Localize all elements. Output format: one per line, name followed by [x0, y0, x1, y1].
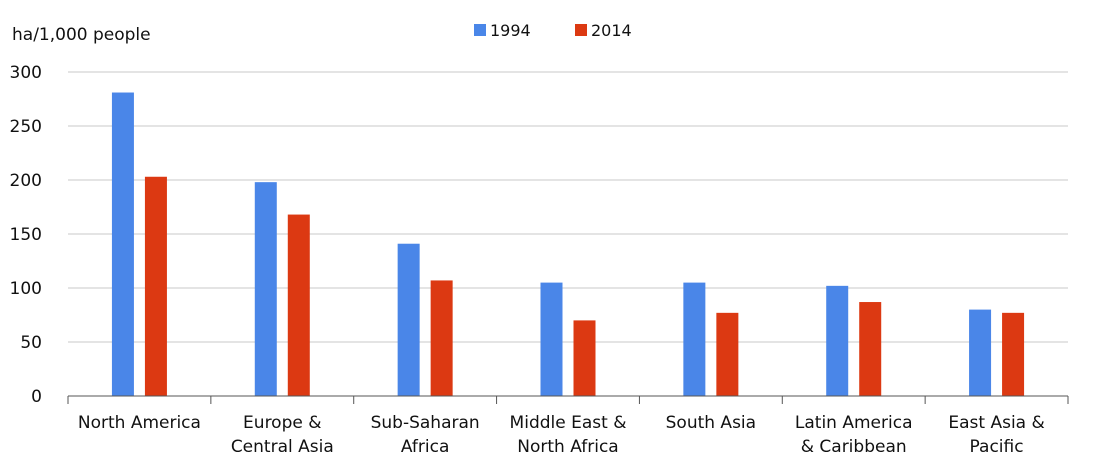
x-category-label: North America [78, 413, 201, 433]
bar-1994-3 [540, 282, 563, 396]
y-tick-label: 250 [10, 117, 42, 137]
bar-2014-6 [1002, 312, 1025, 396]
x-axis-category-labels: North America Europe & Central Asia Sub-Sah… [78, 413, 1045, 457]
bar-1994-1 [254, 182, 277, 396]
y-tick-label: 150 [10, 225, 42, 245]
bar-1994-2 [397, 243, 420, 396]
x-category-label: Latin America & Caribbean [795, 413, 913, 457]
y-tick-label: 0 [31, 387, 42, 407]
legend-swatch [575, 24, 587, 36]
x-category-label: East Asia & Pacific [948, 413, 1044, 457]
y-axis-unit-label: ha/1,000 people [12, 25, 151, 45]
bar-2014-4 [716, 312, 739, 396]
x-category-label: South Asia [666, 413, 756, 433]
x-category-label: Europe & Central Asia [231, 413, 334, 457]
bar-2014-1 [287, 214, 310, 396]
bar-1994-4 [683, 282, 706, 396]
bar-1994-5 [826, 285, 849, 396]
x-category-label: Sub-Saharan Africa [371, 413, 480, 457]
bar-2014-2 [430, 280, 453, 396]
x-axis [67, 395, 1069, 404]
bar-2014-3 [573, 320, 596, 396]
y-tick-label: 100 [10, 279, 42, 299]
bar-2014-0 [144, 176, 167, 396]
y-axis-ticks: 0 50 100 150 200 250 300 [10, 63, 42, 407]
bar-1994-6 [969, 309, 992, 396]
bar-2014-5 [859, 302, 882, 396]
x-category-label: Middle East & North Africa [510, 413, 627, 457]
legend-label: 1994 [490, 21, 531, 40]
y-tick-label: 200 [10, 171, 42, 191]
gridlines [68, 71, 1068, 343]
bar-1994-0 [111, 92, 134, 397]
legend-swatch [474, 24, 486, 36]
legend: 1994 2014 [474, 21, 632, 40]
legend-label: 2014 [591, 21, 632, 40]
bars [111, 92, 1025, 397]
y-tick-label: 50 [20, 333, 42, 353]
y-tick-label: 300 [10, 63, 42, 83]
